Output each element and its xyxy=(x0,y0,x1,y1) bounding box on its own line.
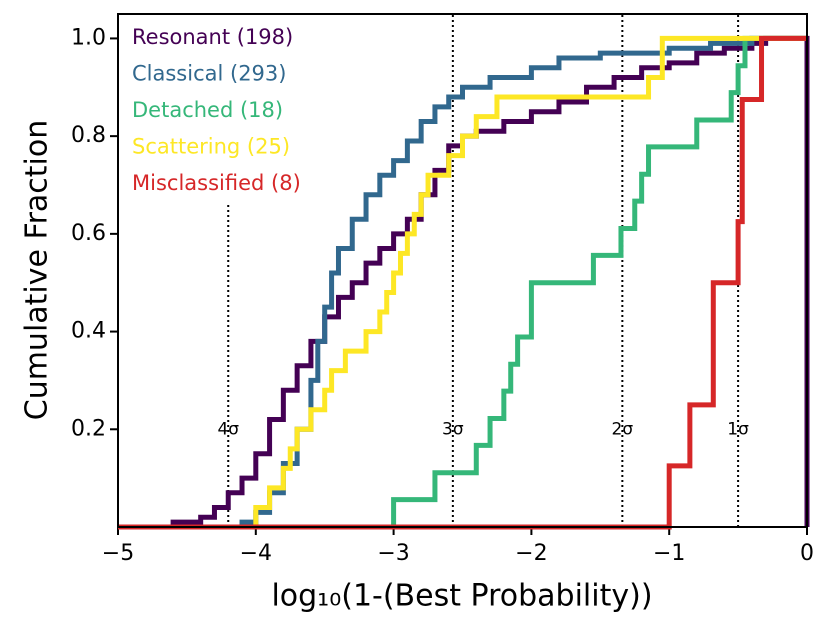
sigma-label: 4σ xyxy=(217,419,239,439)
x-tick-label: 0 xyxy=(800,541,814,566)
legend-entry: Scattering (25) xyxy=(132,135,290,159)
cumulative-line xyxy=(118,35,807,530)
y-tick-label: 0.6 xyxy=(71,221,106,246)
x-tick-label: −1 xyxy=(653,541,685,566)
x-tick-label: −3 xyxy=(377,541,409,566)
x-axis-label: log₁₀(1-(Best Probability)) xyxy=(271,579,652,614)
sigma-label: 2σ xyxy=(612,419,634,439)
cumulative-line xyxy=(118,35,807,530)
legend-entry: Detached (18) xyxy=(132,98,283,122)
y-axis-label: Cumulative Fraction xyxy=(20,120,55,421)
sigma-label: 3σ xyxy=(442,419,464,439)
cumulative-line xyxy=(118,35,807,530)
y-tick-label: 0.2 xyxy=(71,416,106,441)
y-tick-label: 0.4 xyxy=(71,319,106,344)
y-tick-label: 1.0 xyxy=(71,25,106,50)
cumulative-line xyxy=(118,35,807,530)
y-tick-label: 0.8 xyxy=(71,123,106,148)
sigma-label: 1σ xyxy=(727,419,749,439)
x-tick-label: −5 xyxy=(102,541,134,566)
x-tick-label: −4 xyxy=(240,541,272,566)
x-tick-label: −2 xyxy=(515,541,547,566)
legend-entry: Resonant (198) xyxy=(132,25,293,49)
legend-entry: Misclassified (8) xyxy=(132,171,301,195)
legend-entry: Classical (293) xyxy=(132,62,286,86)
plot-frame xyxy=(117,13,808,528)
